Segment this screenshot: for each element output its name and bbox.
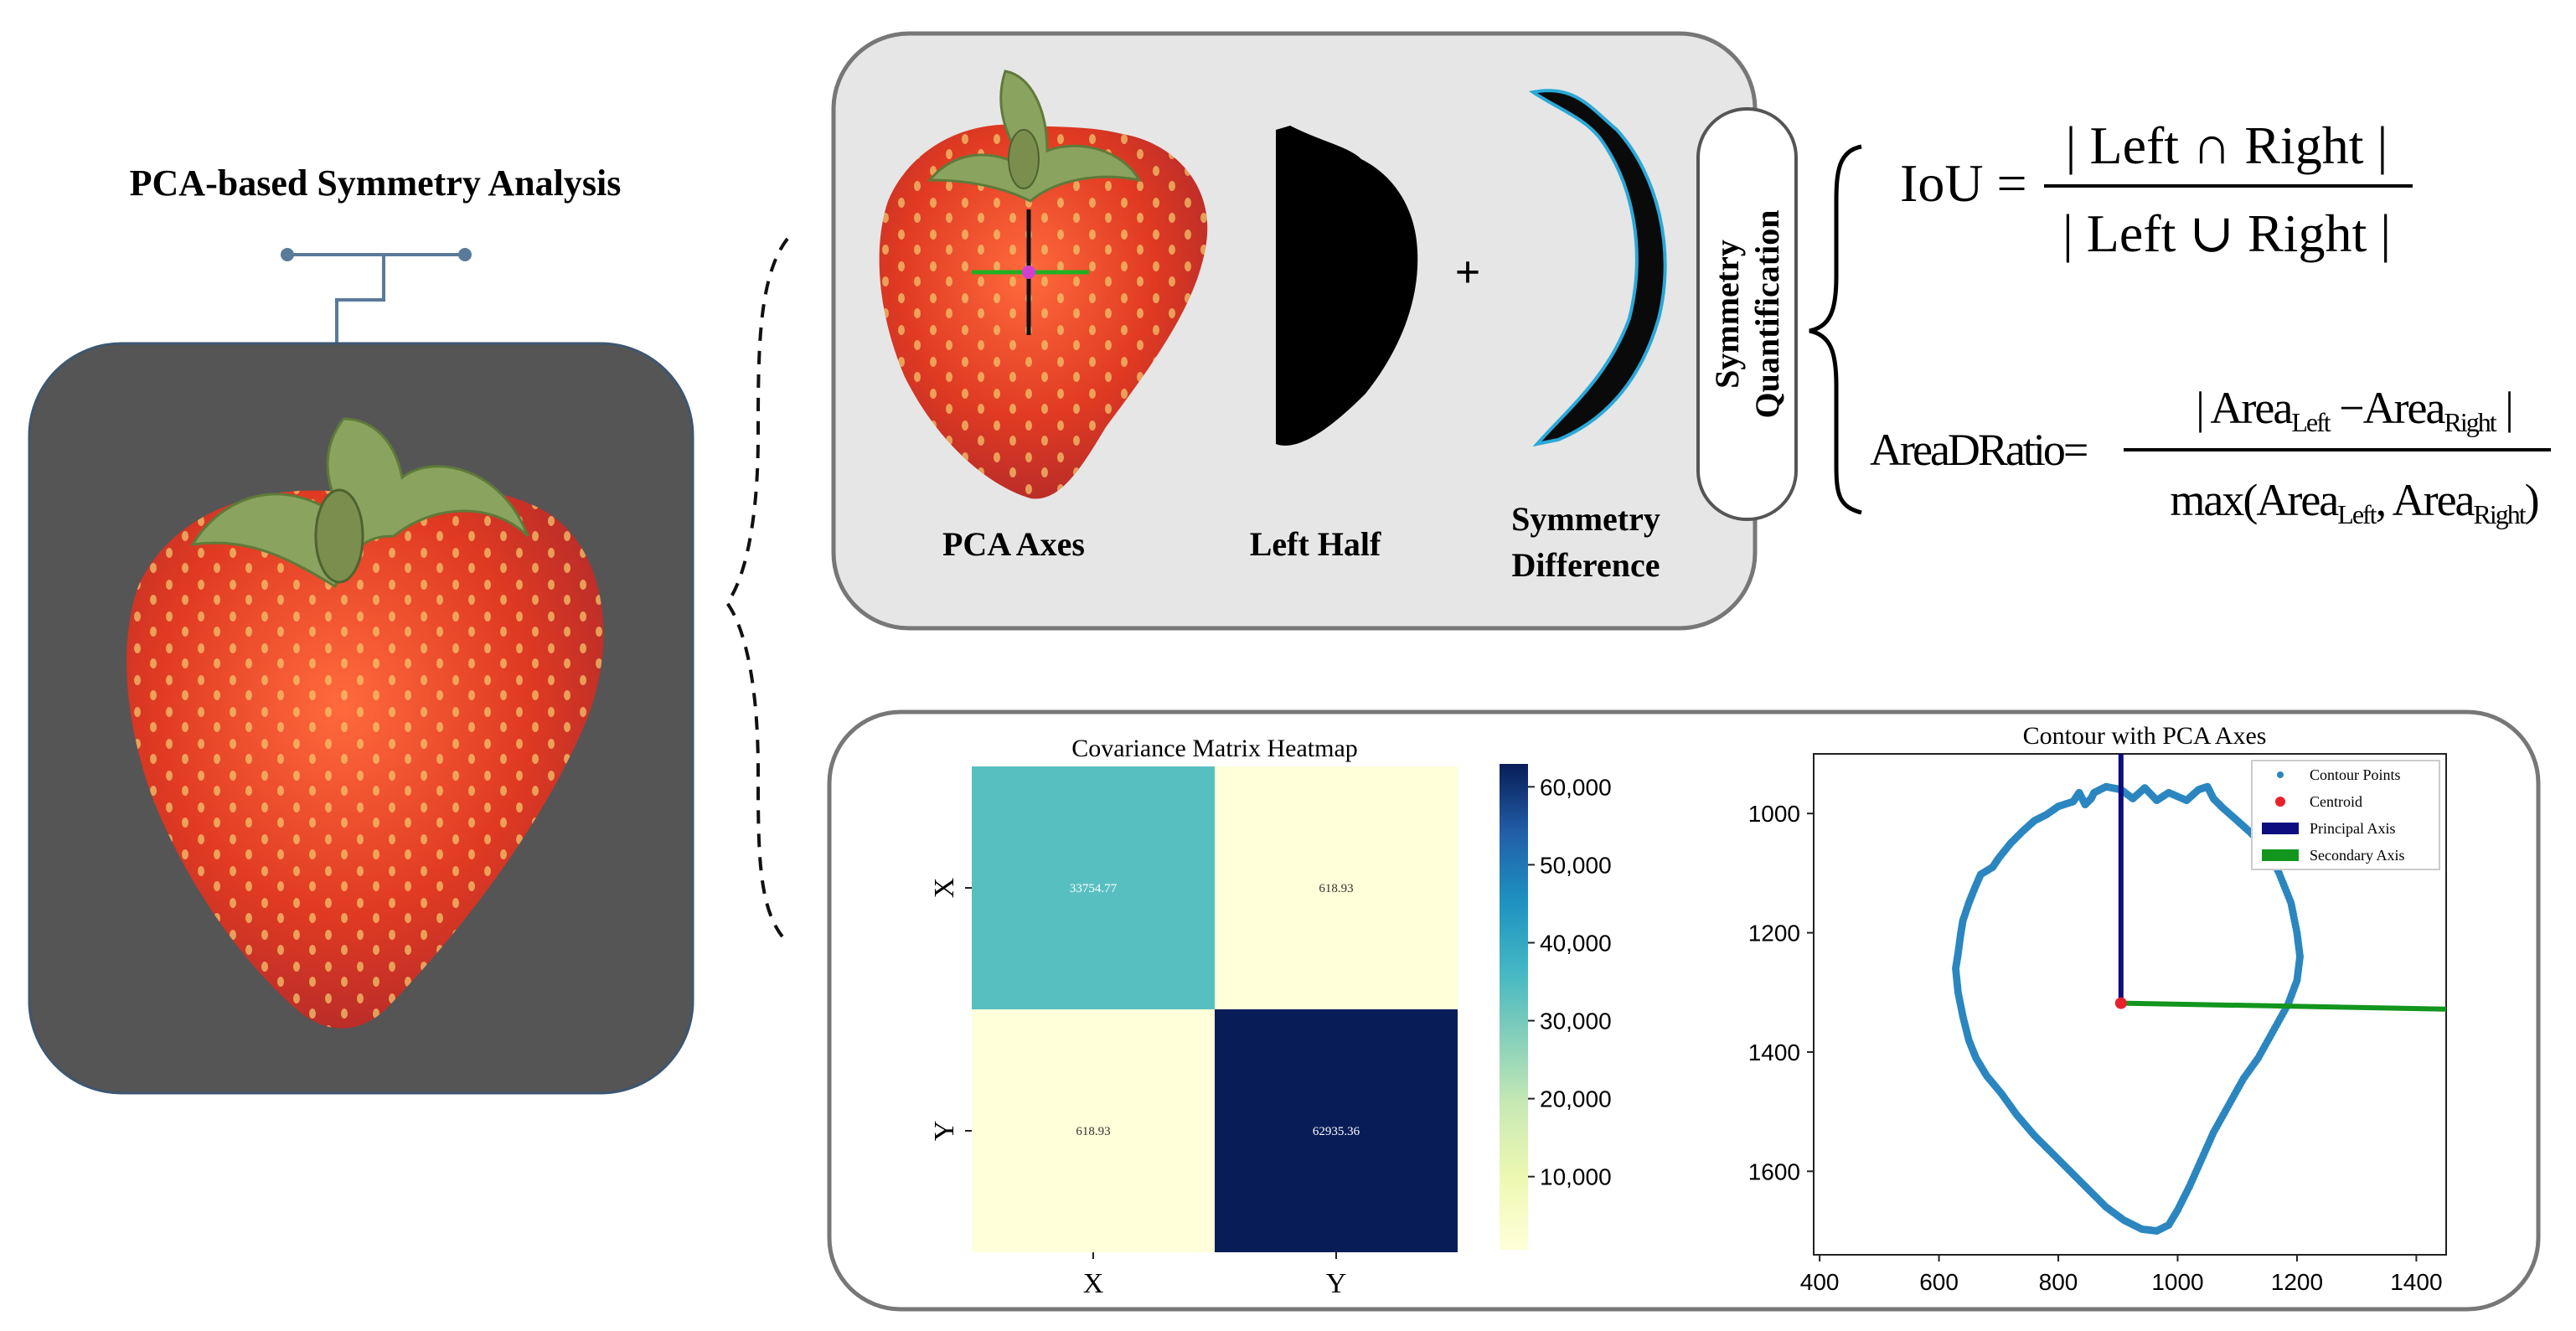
scatter-y-tick-label: 1400	[1748, 1040, 1800, 1065]
scatter-x-tick-label: 800	[2039, 1269, 2078, 1295]
heatmap-x-label: X	[1083, 1268, 1104, 1299]
legend-contour-marker	[2277, 771, 2284, 778]
iou-formula: IoU = | Left ∩ Right | | Left ∪ Right |	[1900, 116, 2413, 263]
heatmap-cell	[1215, 766, 1458, 1009]
legend-contour-points: Contour Points	[2310, 766, 2401, 783]
colorbar-tick-label: 40,000	[1540, 930, 1612, 956]
symmetry-quantification-label-2: Quantification	[1748, 210, 1786, 419]
legend-centroid-marker	[2275, 797, 2285, 807]
scatter-y-tick-label: 1200	[1748, 921, 1800, 947]
heatmap-cell-value: 62935.36	[1313, 1125, 1360, 1138]
symmetry-difference-image	[1528, 89, 1667, 447]
scatter-x-tick-label: 1000	[2151, 1269, 2203, 1295]
iou-numerator: | Left ∩ Right |	[2066, 116, 2388, 175]
symmetry-difference-label-2: Difference	[1512, 546, 1660, 584]
plus-sign: +	[1455, 247, 1481, 297]
scatter-x-tick-label: 1200	[2271, 1269, 2323, 1295]
heatmap-cell	[972, 1009, 1215, 1252]
iou-denominator: | Left ∪ Right |	[2062, 204, 2391, 263]
colorbar-tick-label: 50,000	[1540, 852, 1612, 878]
scatter-x-tick-label: 600	[1919, 1269, 1959, 1295]
heatmap-colorbar	[1500, 764, 1528, 1250]
formula-brace	[1809, 144, 1862, 515]
strawberry-input-image	[126, 417, 604, 1029]
contour-pca-plot: Contour with PCA Axes 400 600 800 1000 1200 1…	[1748, 722, 2447, 1295]
heatmap-x-label: Y	[1326, 1268, 1347, 1299]
iou-lhs: IoU =	[1900, 153, 2027, 213]
heatmap-cell	[972, 766, 1215, 1009]
area-ratio-denominator: max(AreaLeft, AreaRight)	[2170, 475, 2537, 529]
pca-axes-image	[879, 70, 1208, 499]
legend-principal-marker	[2262, 823, 2299, 834]
colorbar-tick-label: 20,000	[1540, 1086, 1612, 1112]
area-ratio-lhs: AreaDRatio=	[1870, 425, 2087, 475]
legend-secondary-axis: Secondary Axis	[2310, 847, 2404, 864]
heatmap-y-label: Y	[929, 1121, 960, 1142]
symmetry-quantification-box	[1696, 107, 1798, 521]
heatmap-title: Covariance Matrix Heatmap	[1071, 735, 1358, 762]
heatmap-cell	[1215, 1009, 1458, 1252]
colorbar-tick-label: 10,000	[1540, 1164, 1612, 1190]
symmetry-difference-label-1: Symmetry	[1511, 500, 1660, 538]
scatter-title: Contour with PCA Axes	[2023, 722, 2267, 750]
pca-axes-label: PCA Axes	[942, 525, 1085, 563]
heatmap-y-label: X	[929, 878, 960, 899]
symmetry-quantification-label-1: Symmetry	[1708, 240, 1746, 389]
secondary-axis-line	[2120, 1000, 2447, 1012]
scatter-y-tick-label: 1000	[1748, 801, 1800, 827]
covariance-heatmap: Covariance Matrix Heatmap 33754.77 618.93…	[929, 735, 1612, 1299]
area-ratio-formula: AreaDRatio= | AreaLeft −AreaRight | max(…	[1870, 383, 2551, 529]
area-ratio-numerator: | AreaLeft −AreaRight |	[2196, 383, 2512, 437]
colorbar-tick-label: 60,000	[1540, 774, 1612, 800]
legend-secondary-marker	[2262, 849, 2299, 861]
heatmap-cell-value: 618.93	[1076, 1125, 1110, 1138]
scatter-x-tick-label: 400	[1800, 1269, 1840, 1295]
heatmap-cell-value: 33754.77	[1070, 882, 1118, 895]
scatter-legend: Contour Points Centroid Principal Axis S…	[2251, 760, 2440, 870]
colorbar-tick-label: 30,000	[1540, 1009, 1612, 1034]
heatmap-cell-value: 618.93	[1319, 882, 1353, 895]
legend-centroid: Centroid	[2310, 793, 2362, 810]
left-half-label: Left Half	[1250, 525, 1381, 563]
left-half-image	[1276, 126, 1418, 446]
scatter-x-tick-label: 1400	[2390, 1269, 2442, 1295]
main-title: PCA-based Symmetry Analysis	[130, 163, 622, 204]
centroid-point	[2114, 997, 2127, 1009]
title-connector	[281, 248, 472, 343]
legend-principal-axis: Principal Axis	[2310, 820, 2396, 837]
scatter-y-tick-label: 1600	[1748, 1158, 1800, 1184]
dashed-brace	[725, 237, 789, 944]
scatter-plot-frame	[1813, 753, 2447, 1256]
